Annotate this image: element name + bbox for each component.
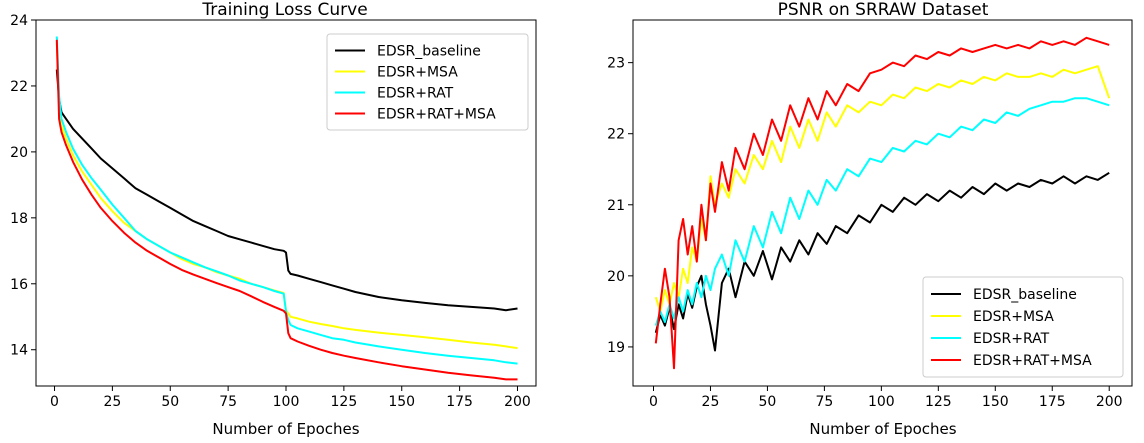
legend-box [326, 33, 529, 131]
chart-title: Training Loss Curve [201, 0, 367, 20]
x-tick-label: 0 [649, 394, 658, 410]
y-tick-label: 20 [10, 145, 28, 161]
legend-label: EDSR+RAT+MSA [973, 353, 1092, 369]
training-loss-chart: Training Loss Curve 0 25 50 75 100 125 150 175 2… [10, 0, 537, 438]
x-axis-label: Number of Epoches [212, 420, 359, 438]
series-line-edsr-baseline [55, 69, 518, 312]
legend-label: EDSR+RAT+MSA [377, 107, 496, 123]
x-tick-label: 0 [50, 394, 59, 410]
y-tick-label: 14 [10, 343, 28, 359]
legend-label: EDSR+MSA [377, 65, 458, 81]
legend: EDSR_baseline EDSR+MSA EDSR+RAT EDSR+RAT+MS… [922, 276, 1124, 378]
x-tick-label: 125 [331, 394, 358, 410]
legend-label: EDSR+MSA [973, 309, 1054, 325]
axis-ticks: 0 25 50 75 100 125 150 175 200 14 16 18 20 22 24 [10, 13, 531, 410]
x-tick-label: 50 [759, 394, 777, 410]
series-line-edsr-rat-msa [55, 39, 518, 381]
y-tick-label: 23 [607, 56, 625, 72]
x-tick-label: 150 [982, 394, 1009, 410]
legend-label: EDSR+RAT [973, 331, 1050, 347]
x-tick-label: 50 [161, 394, 179, 410]
series-line-edsr-rat [55, 36, 518, 365]
series-line-edsr-rat [654, 97, 1110, 326]
y-tick-label: 21 [607, 198, 625, 214]
chart-title: PSNR on SRRAW Dataset [778, 0, 989, 20]
x-tick-label: 100 [273, 394, 300, 410]
x-tick-label: 125 [925, 394, 952, 410]
legend-label: EDSR_baseline [973, 287, 1077, 303]
series-line-edsr-rat-msa [654, 36, 1110, 370]
y-tick-label: 16 [10, 277, 28, 293]
series-line-edsr-msa [654, 65, 1111, 313]
x-tick-label: 150 [388, 394, 415, 410]
plot-area-frame [632, 19, 1133, 387]
psnr-chart: PSNR on SRRAW Dataset 0 25 50 75 100 125 150 17… [607, 0, 1133, 438]
x-tick-label: 175 [1039, 394, 1066, 410]
series-lines [654, 36, 1111, 370]
legend: EDSR_baseline EDSR+MSA EDSR+RAT EDSR+RAT+MS… [326, 33, 529, 131]
y-tick-label: 19 [607, 340, 625, 356]
x-tick-label: 25 [702, 394, 720, 410]
axis-ticks: 0 25 50 75 100 125 150 175 200 19 20 21 22 23 [607, 56, 1122, 410]
x-tick-label: 75 [219, 394, 237, 410]
x-tick-label: 200 [504, 394, 531, 410]
y-tick-label: 22 [10, 79, 28, 95]
x-tick-label: 175 [446, 394, 473, 410]
y-tick-label: 24 [10, 13, 28, 29]
legend-box [922, 276, 1124, 378]
y-tick-label: 20 [607, 269, 625, 285]
x-tick-label: 200 [1096, 394, 1123, 410]
y-tick-label: 18 [10, 211, 28, 227]
series-lines [55, 36, 518, 381]
legend-label: EDSR+RAT [377, 86, 454, 102]
legend-label: EDSR_baseline [377, 44, 481, 60]
x-tick-label: 75 [815, 394, 833, 410]
x-tick-label: 25 [103, 394, 121, 410]
y-tick-label: 22 [607, 127, 625, 143]
x-axis-label: Number of Epoches [809, 420, 956, 438]
x-tick-label: 100 [868, 394, 895, 410]
